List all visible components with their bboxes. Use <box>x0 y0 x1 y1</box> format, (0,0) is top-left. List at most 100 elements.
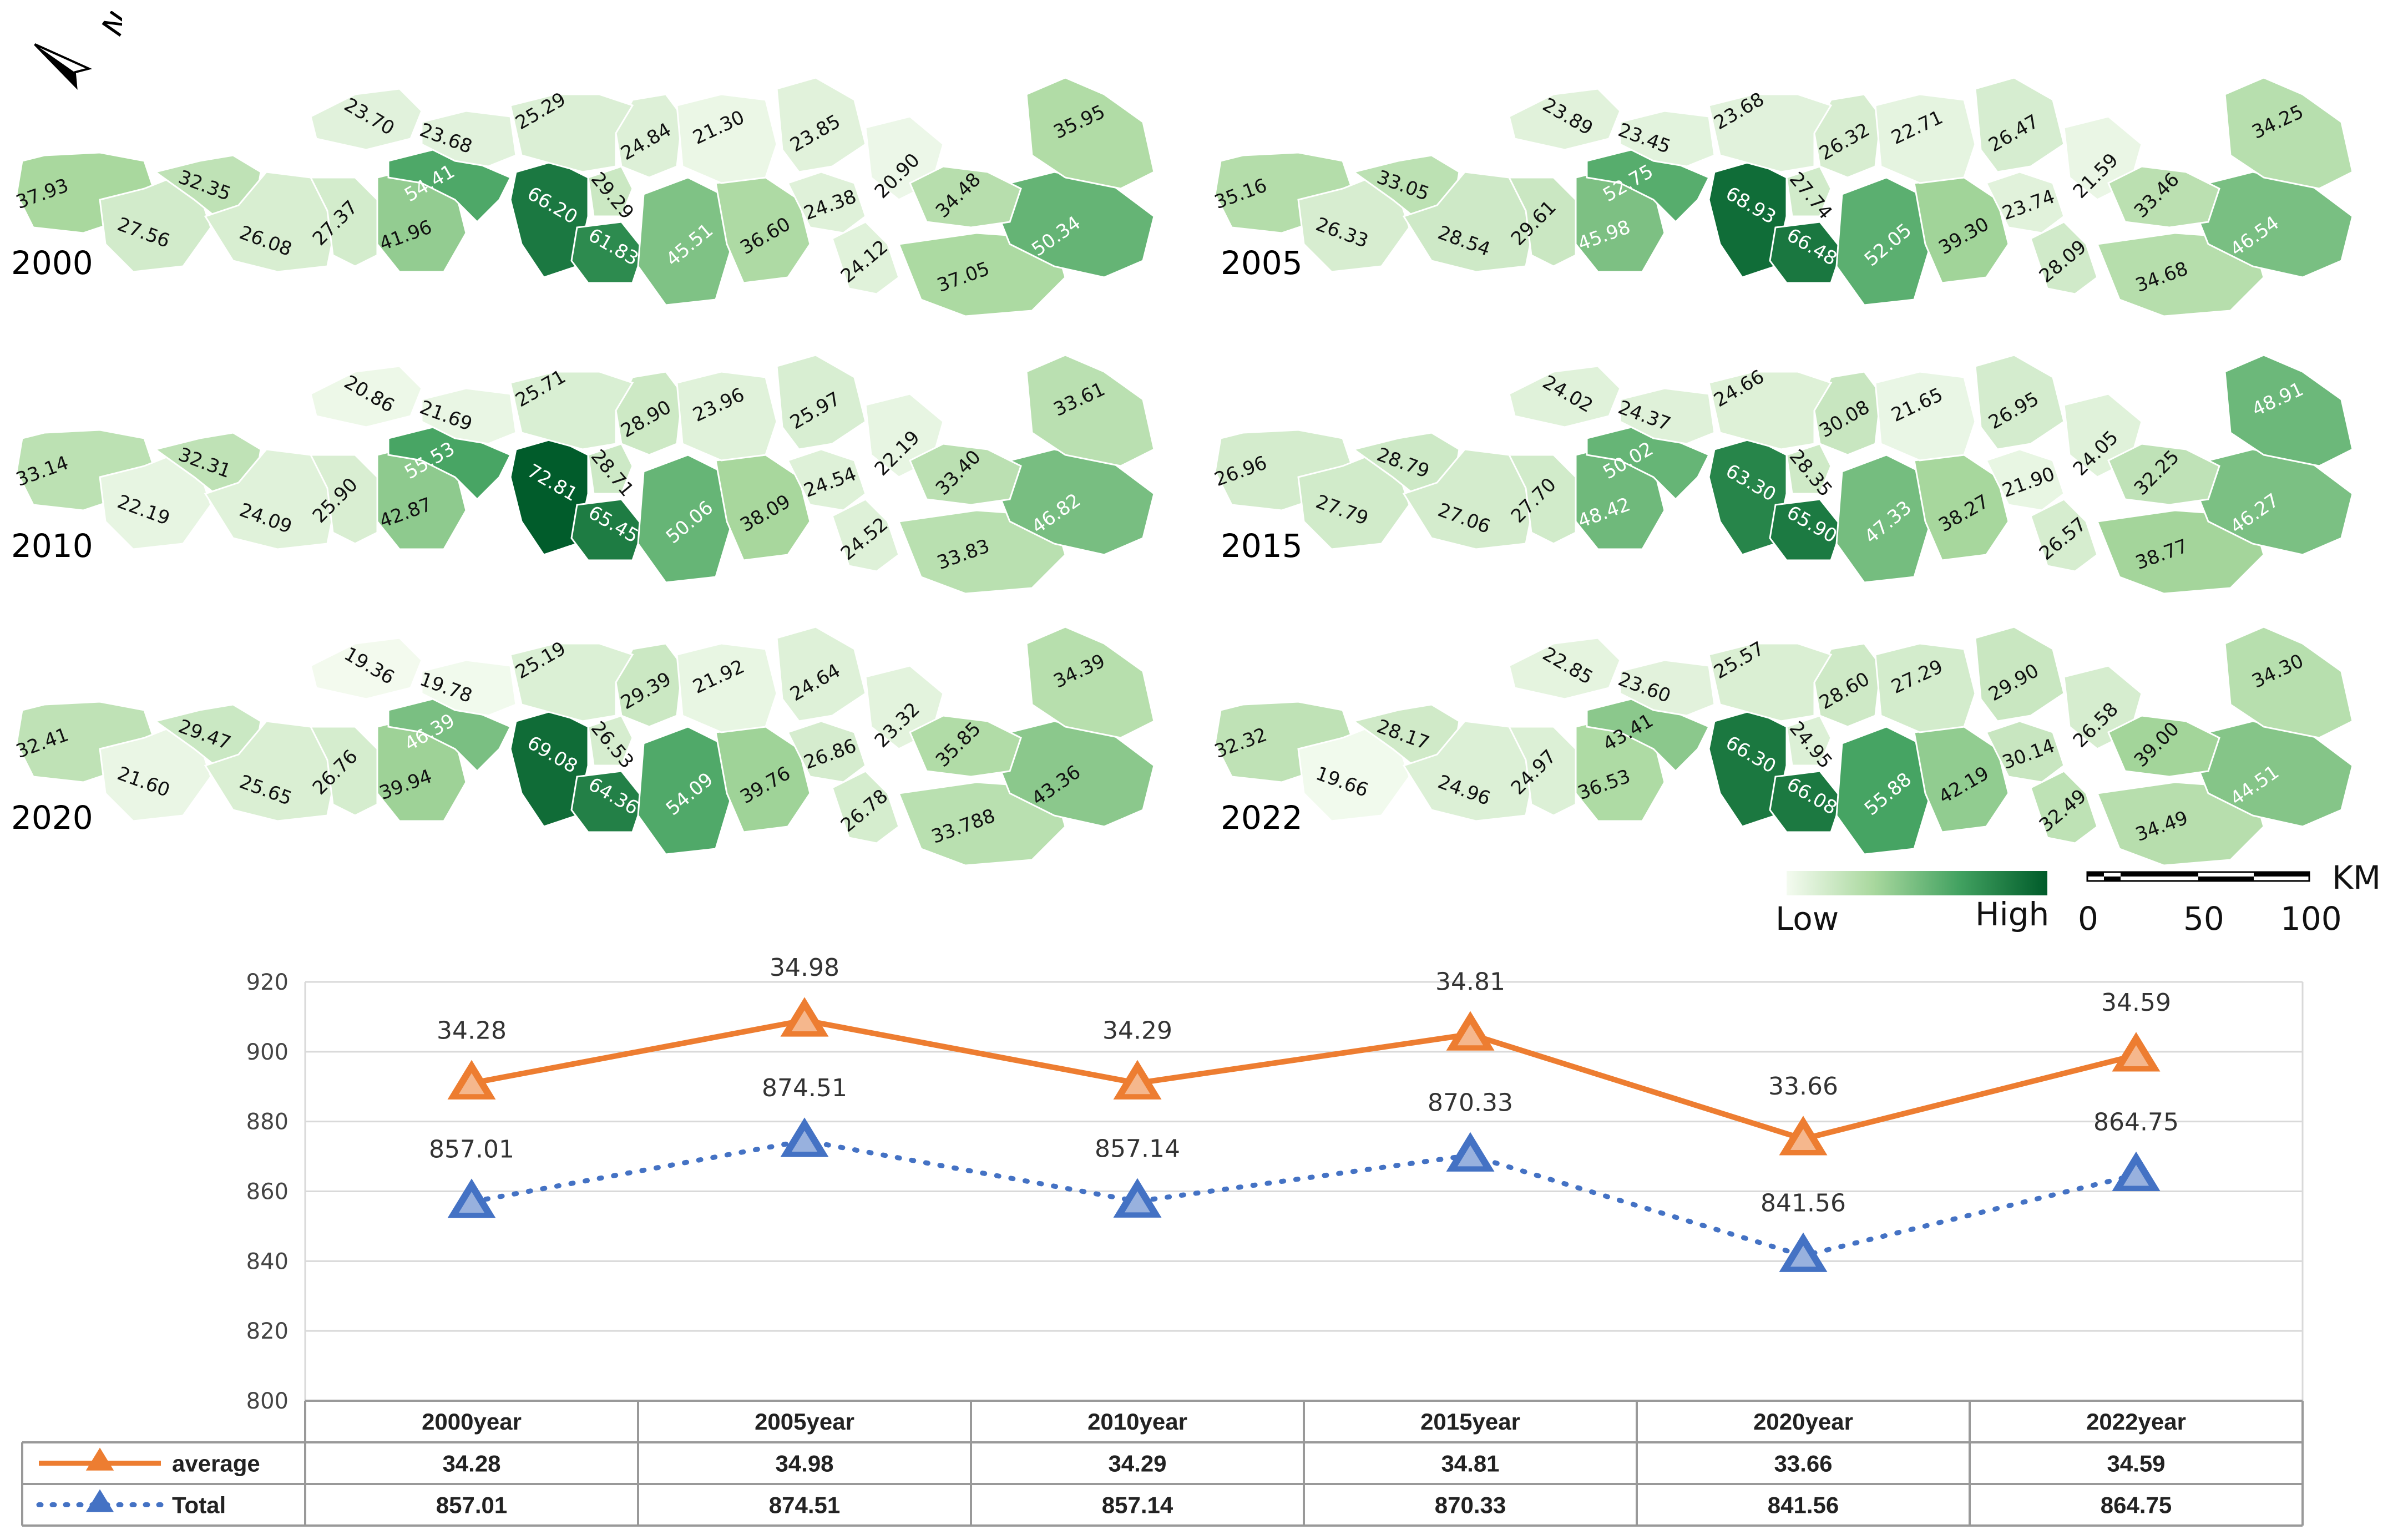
map-region <box>2030 770 2098 844</box>
data-label-total: 841.56 <box>1760 1189 1846 1218</box>
map-region <box>637 176 733 306</box>
map-region <box>776 626 867 722</box>
map-region <box>786 171 867 234</box>
scale-bar <box>2086 871 2310 882</box>
table-cell-average: 34.81 <box>1441 1451 1499 1477</box>
map-region <box>1507 176 1577 267</box>
map-region <box>786 448 867 511</box>
map-region <box>1813 93 1882 179</box>
map-region <box>1025 354 1155 467</box>
map-region <box>909 443 1022 506</box>
legend-high-label: High <box>1975 895 2050 933</box>
data-label-total: 857.01 <box>429 1135 514 1163</box>
map-region <box>570 498 645 561</box>
map-region <box>2030 221 2098 295</box>
map-region <box>1508 88 1621 151</box>
y-tick-label: 820 <box>246 1319 289 1344</box>
marker-average-inner <box>791 1010 818 1032</box>
map-region <box>1913 726 2010 833</box>
table-cell-total: 864.75 <box>2101 1492 2172 1518</box>
map-region <box>309 726 378 817</box>
table-cell-average: 34.98 <box>775 1451 833 1477</box>
map-region <box>1835 454 1932 584</box>
map-region <box>1985 448 2065 511</box>
map-2015: 26.96 27.79 28.79 27.06 27.70 48.42 50.02 63.30… <box>1198 311 2364 595</box>
series-total-line <box>469 1138 2139 1259</box>
map-region <box>637 726 733 855</box>
data-label-total: 870.33 <box>1428 1089 1513 1117</box>
marker-average-inner <box>1790 1129 1817 1150</box>
x-category-label: 2000year <box>422 1409 522 1435</box>
marker-total-inner <box>1790 1245 1817 1267</box>
data-label-total: 874.51 <box>762 1074 847 1102</box>
map-region <box>2224 626 2354 739</box>
scale-tick-0: 0 <box>2078 900 2098 938</box>
table-cell-total: 874.51 <box>769 1492 840 1518</box>
map-region <box>2096 232 2265 317</box>
map-region <box>1985 720 2065 783</box>
y-tick-label: 880 <box>246 1110 289 1135</box>
data-label-average: 33.66 <box>1768 1072 1838 1101</box>
map-region <box>509 93 634 173</box>
map-region <box>676 371 778 462</box>
data-label-average: 34.98 <box>770 954 839 982</box>
table-cell-average: 34.59 <box>2107 1451 2165 1477</box>
map-region <box>909 165 1022 229</box>
marker-total <box>1113 1178 1162 1218</box>
map-region <box>570 770 645 833</box>
marker-average-inner <box>458 1073 485 1095</box>
map-year-label: 2010 <box>11 527 93 565</box>
series-average-line <box>471 1017 2137 1142</box>
table-cell-average: 34.29 <box>1108 1451 1166 1477</box>
map-2020: 32.41 21.60 29.47 25.65 26.76 39.94 46.39 69.08… <box>0 582 1165 867</box>
map-region <box>909 715 1022 778</box>
map-region <box>99 726 212 822</box>
map-region <box>1507 726 1577 817</box>
map-2005: 35.16 26.33 33.05 28.54 29.61 45.98 52.75 68.93… <box>1198 33 2364 317</box>
marker-total <box>447 1178 496 1218</box>
map-region <box>1874 371 1976 462</box>
map-region <box>1769 221 1843 284</box>
map-region <box>2096 509 2265 595</box>
legend-label-average: average <box>172 1451 260 1477</box>
map-region <box>715 454 811 561</box>
map-region <box>776 354 867 450</box>
map-region <box>1708 371 1833 450</box>
marker-total-inner <box>458 1192 485 1213</box>
map-region <box>715 176 811 284</box>
x-category-label: 2005year <box>755 1409 854 1435</box>
map-region <box>1913 454 2010 561</box>
data-label-total: 864.75 <box>2093 1108 2179 1137</box>
map-region <box>776 77 867 173</box>
marker-total <box>1779 1232 1828 1272</box>
marker-total <box>1446 1132 1495 1172</box>
map-region <box>2107 443 2220 506</box>
map-region <box>1507 454 1577 545</box>
scale-tick-100: 100 <box>2280 900 2342 938</box>
marker-average-inner <box>1124 1073 1151 1095</box>
map-region <box>1785 443 1832 495</box>
marker-total-inner <box>2123 1164 2149 1186</box>
table-cell-total: 857.01 <box>436 1492 507 1518</box>
map-region <box>309 454 378 545</box>
map-region <box>1297 454 1410 550</box>
map-2000: 37.93 27.56 32.35 26.08 27.37 41.96 54.41 66.20… <box>0 33 1165 317</box>
map-region <box>587 715 634 767</box>
map-region <box>1619 659 1716 717</box>
map-region <box>1785 165 1832 217</box>
map-region <box>587 165 634 217</box>
series-layer <box>447 997 2161 1272</box>
marker-total-inner <box>1124 1191 1151 1213</box>
map-region <box>310 637 423 700</box>
map-region <box>2030 498 2098 573</box>
map-region <box>1619 387 1716 445</box>
map-region <box>1508 365 1621 428</box>
map-region <box>1974 354 2065 450</box>
map-region <box>1025 77 1155 190</box>
map-region <box>897 232 1066 317</box>
